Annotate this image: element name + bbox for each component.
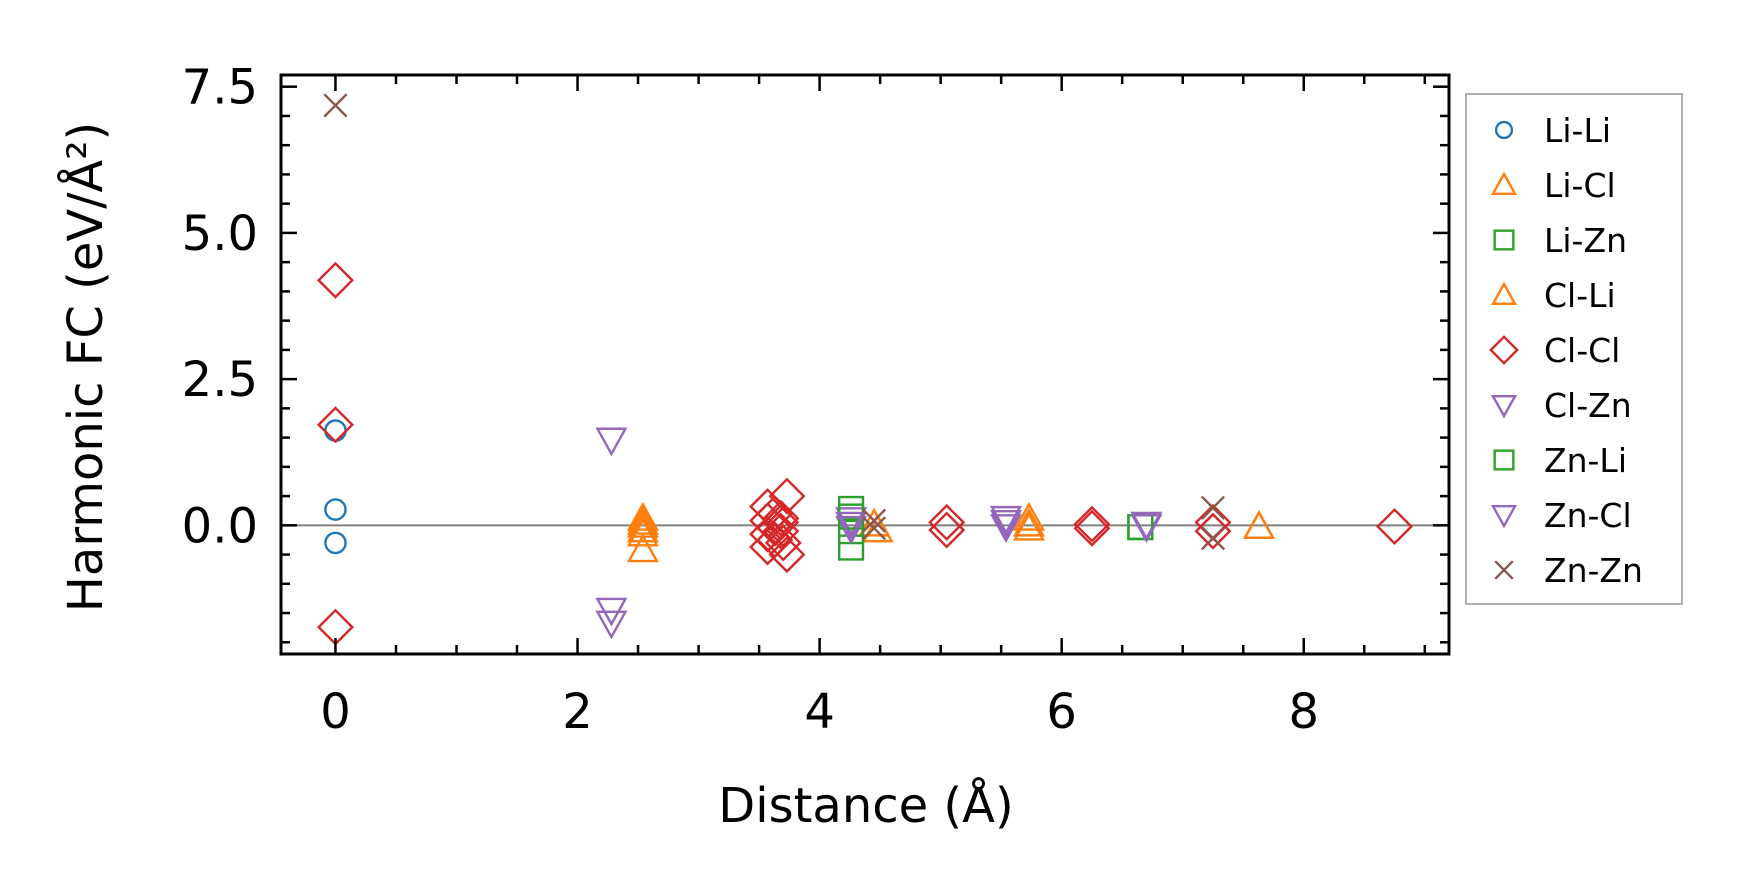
legend-marker (1494, 560, 1514, 580)
x-tick-label: 4 (804, 684, 835, 740)
legend-marker (1494, 120, 1514, 140)
data-point (835, 511, 868, 541)
x-axis-label: Distance (Å) (718, 777, 1013, 834)
x-tick-label: 6 (1046, 684, 1077, 740)
data-point (323, 93, 348, 118)
y-tick-label: 7.5 (182, 60, 258, 116)
data-point (324, 531, 347, 555)
series-cl-li (626, 505, 1276, 543)
legend-marker (1490, 395, 1518, 419)
data-point (1200, 526, 1226, 551)
data-point (762, 503, 800, 541)
data-point (1012, 501, 1046, 531)
plot-frame (279, 73, 1451, 656)
data-point (626, 505, 659, 535)
data-point (768, 536, 806, 574)
data-point (989, 505, 1023, 535)
legend-marker (1490, 505, 1518, 529)
legend-label: Zn-Zn (1544, 551, 1643, 590)
data-point (928, 511, 966, 549)
legend-marker (1493, 449, 1515, 471)
data-point (1130, 514, 1163, 543)
series-cl-cl (316, 261, 1414, 646)
data-point (1012, 511, 1046, 541)
data-point (595, 427, 628, 457)
legend-marker (1490, 281, 1518, 305)
plot-area (281, 93, 1449, 646)
data-point (862, 508, 887, 533)
data-point (626, 533, 659, 563)
data-point (1073, 505, 1111, 543)
data-point (835, 507, 868, 536)
data-point (316, 261, 354, 299)
data-point (1242, 510, 1276, 539)
data-point (1012, 507, 1046, 537)
legend-label: Li-Li (1544, 111, 1611, 150)
data-point (989, 510, 1023, 539)
data-point (1073, 509, 1111, 547)
data-point (762, 499, 800, 537)
data-point (595, 610, 628, 640)
series-cl-zn (595, 427, 1163, 640)
legend-label: Li-Zn (1544, 221, 1627, 260)
data-point (764, 524, 802, 562)
legend-marker (1490, 171, 1518, 196)
data-point (989, 514, 1023, 543)
data-point (762, 512, 800, 550)
legend-label: Li-Cl (1544, 166, 1616, 205)
data-point (1194, 512, 1232, 550)
legend-label: Cl-Cl (1544, 331, 1620, 370)
data-point (324, 498, 347, 521)
y-axis-label: Harmonic FC (eV/Å²) (57, 122, 114, 612)
legend-label: Zn-Cl (1544, 496, 1632, 535)
legend-label: Cl-Li (1544, 276, 1616, 315)
data-point (626, 501, 659, 531)
data-point (316, 406, 354, 444)
legend-marker (1493, 229, 1515, 251)
axes: 0 2 4 6 8 0.0 2.5 5.0 7.5 (182, 60, 1451, 740)
y-tick-label: 0.0 (182, 498, 258, 554)
data-point (928, 503, 966, 541)
data-point (1200, 495, 1226, 520)
series-li-cl (626, 501, 1276, 563)
x-tick-label: 2 (562, 684, 593, 740)
y-tick-label: 5.0 (182, 206, 258, 262)
legend-marker (1489, 335, 1519, 365)
data-point (626, 513, 659, 543)
x-tick-label: 8 (1288, 684, 1319, 740)
data-point (1194, 503, 1232, 541)
data-point (1376, 508, 1414, 546)
legend-label: Cl-Zn (1544, 386, 1632, 425)
data-point (324, 419, 347, 442)
data-point (862, 516, 887, 541)
y-tick-label: 2.5 (182, 352, 258, 408)
series-zn-cl (835, 510, 1163, 543)
x-tick-label: 0 (320, 684, 351, 740)
legend: Li-Li Li-Cl Li-Zn Cl-Li Cl-Cl Cl-Zn Zn-Li Zn-Cl… (1465, 93, 1683, 605)
legend-label: Zn-Li (1544, 441, 1627, 480)
series-zn-zn (323, 93, 1226, 551)
